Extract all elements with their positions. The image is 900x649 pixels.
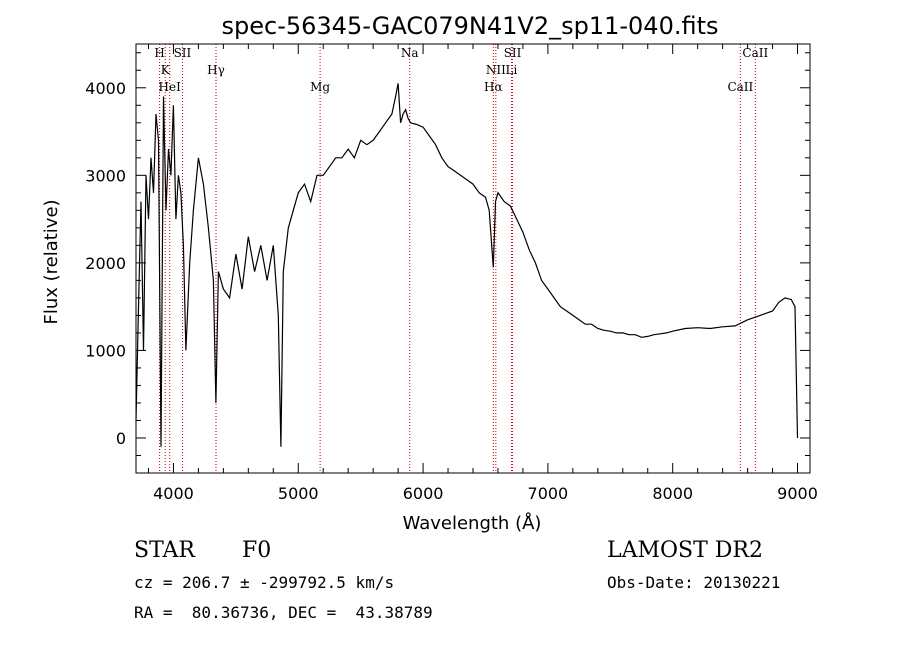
marker-label: HeI — [159, 80, 182, 94]
redshift-readout: cz = 206.7 ± -299792.5 km/s — [134, 573, 395, 592]
chart-title: spec-56345-GAC079N41V2_sp11-040.fits — [222, 12, 719, 40]
y-axis-label: Flux (relative) — [41, 199, 62, 324]
object-class: STAR — [134, 538, 195, 563]
marker-label: Hγ — [207, 63, 225, 77]
observation-date: Obs-Date: 20130221 — [607, 573, 781, 592]
marker-label: Mg — [310, 80, 330, 94]
x-tick-label: 8000 — [652, 484, 693, 503]
y-tick-label: 2000 — [85, 254, 126, 273]
y-axis: 0 1000 2000 3000 4000 — [85, 52, 810, 456]
y-tick-label: 4000 — [85, 79, 126, 98]
survey-name: LAMOST DR2 — [607, 538, 763, 563]
x-tick-label: 6000 — [403, 484, 444, 503]
marker-label: K — [161, 63, 171, 77]
y-tick-label: 0 — [116, 429, 126, 448]
marker-label: NII — [486, 63, 506, 77]
marker-label: SII — [174, 46, 192, 60]
marker-label: Na — [401, 46, 419, 60]
marker-label: SII — [504, 46, 522, 60]
x-tick-label: 7000 — [528, 484, 569, 503]
object-subclass: F0 — [242, 538, 272, 563]
x-axis: 4000 5000 6000 7000 8000 9000 — [147, 44, 818, 503]
spectrum-line — [135, 83, 799, 447]
marker-label: Li — [506, 63, 518, 77]
marker-label: H — [154, 46, 164, 60]
x-tick-label: 4000 — [153, 484, 194, 503]
marker-label: CaII — [742, 46, 768, 60]
x-tick-label: 5000 — [278, 484, 319, 503]
coordinates-readout: RA = 80.36736, DEC = 43.38789 — [134, 603, 433, 622]
y-tick-label: 3000 — [85, 166, 126, 185]
x-axis-label: Wavelength (Å) — [403, 512, 542, 534]
x-tick-label: 9000 — [777, 484, 818, 503]
marker-label: CaII — [727, 80, 753, 94]
line-markers: HK HeI SII Hγ Mg Na NII Hα SII Li CaII CaII — [154, 44, 768, 473]
spectrum-series — [135, 83, 799, 447]
marker-label: Hα — [484, 80, 503, 94]
y-tick-label: 1000 — [85, 341, 126, 360]
